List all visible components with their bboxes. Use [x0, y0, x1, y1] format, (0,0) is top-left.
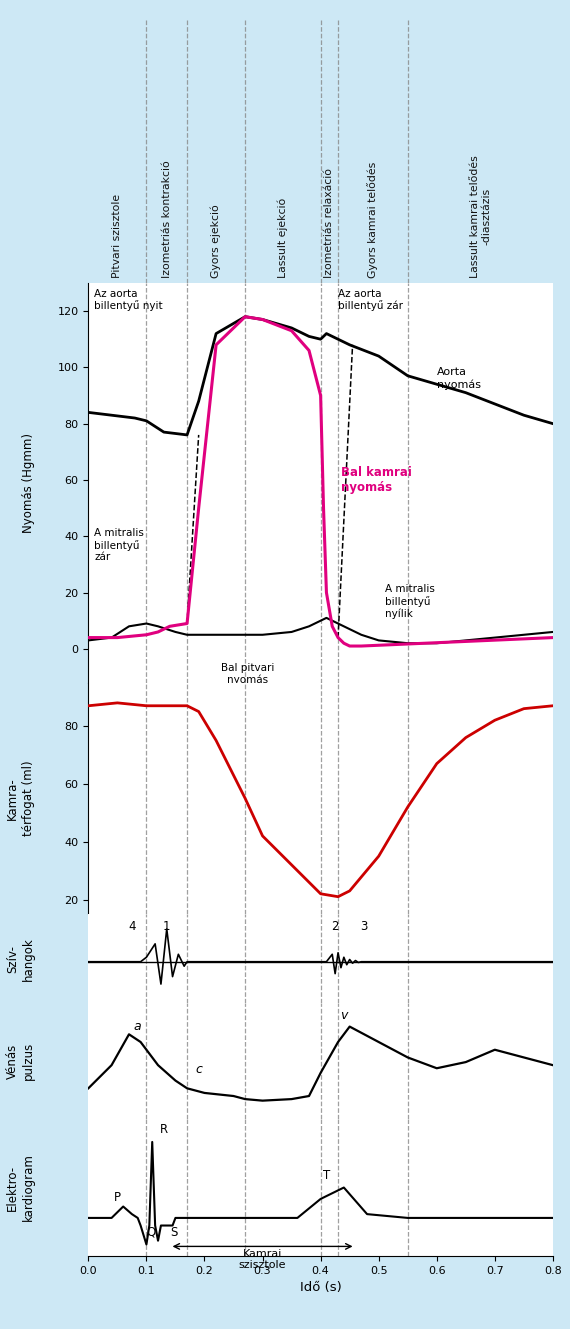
Text: 3: 3	[360, 920, 368, 933]
Text: Pitvari szisztole: Pitvari szisztole	[112, 194, 123, 278]
Text: S: S	[170, 1225, 178, 1239]
Text: Izometriás relaxáció: Izometriás relaxáció	[324, 167, 335, 278]
Y-axis label: Nyomás (Hgmm): Nyomás (Hgmm)	[22, 433, 35, 533]
Text: 1: 1	[163, 920, 170, 933]
Text: A mitralis
billentyű
zár: A mitralis billentyű zár	[94, 528, 144, 562]
Text: Lassult kamrai telődés
-diasztázis: Lassult kamrai telődés -diasztázis	[470, 155, 491, 278]
Text: Bal kamrai
nyomás: Bal kamrai nyomás	[341, 466, 412, 494]
Text: Aorta
nyomás: Aorta nyomás	[437, 367, 481, 389]
Text: Az aorta
billentyű zár: Az aorta billentyű zár	[338, 288, 403, 311]
Text: 4: 4	[128, 920, 136, 933]
Text: A mitralis
billentyű
nyílik: A mitralis billentyű nyílik	[385, 585, 434, 619]
Y-axis label: Vénás
pulzus: Vénás pulzus	[6, 1042, 35, 1080]
Text: Q: Q	[146, 1225, 156, 1239]
X-axis label: Idő (s): Idő (s)	[300, 1281, 341, 1294]
Text: T: T	[323, 1168, 330, 1181]
Y-axis label: Szív-
hangok: Szív- hangok	[6, 937, 35, 981]
Text: 2: 2	[331, 920, 339, 933]
Text: Kamrai
szisztole: Kamrai szisztole	[239, 1249, 286, 1271]
Y-axis label: Kamra-
térfogat (ml): Kamra- térfogat (ml)	[6, 760, 35, 836]
Text: Bal pitvari
nyomás: Bal pitvari nyomás	[221, 663, 275, 686]
Text: Izometriás kontrakció: Izometriás kontrakció	[162, 159, 172, 278]
Text: Az aorta
billentyű nyit: Az aorta billentyű nyit	[94, 288, 163, 311]
Text: v: v	[340, 1009, 348, 1022]
Text: c: c	[196, 1063, 202, 1076]
Text: a: a	[134, 1019, 141, 1033]
Text: Gyors ejekció: Gyors ejekció	[211, 203, 221, 278]
Text: Gyors kamrai telődés: Gyors kamrai telődés	[368, 161, 378, 278]
Text: R: R	[160, 1123, 168, 1136]
Y-axis label: Elektro-
kardiogram: Elektro- kardiogram	[6, 1154, 35, 1221]
Text: Lassult ejekció: Lassult ejekció	[278, 198, 288, 278]
Text: P: P	[114, 1191, 121, 1204]
